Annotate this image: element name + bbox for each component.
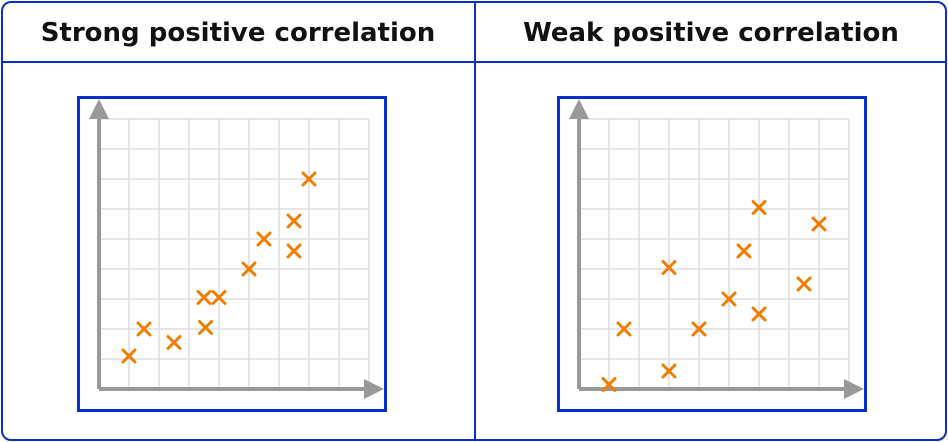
data-point-x-marker: [661, 363, 677, 379]
data-point-x-marker: [198, 320, 213, 335]
data-point-x-marker: [796, 276, 812, 292]
grid: [579, 118, 850, 389]
chart-title-strong: Strong positive correlation: [40, 18, 436, 48]
data-point-x-marker: [811, 216, 827, 232]
data-point-x-marker: [286, 213, 302, 229]
x-axis-arrow-icon: [364, 379, 384, 399]
scatter-plot-weak: [557, 96, 867, 412]
data-point-x-marker: [166, 335, 182, 350]
scatter-plot-strong: [77, 96, 387, 412]
data-point-x-marker: [751, 200, 767, 215]
data-point-x-marker: [196, 290, 212, 305]
data-point-x-marker: [211, 290, 227, 305]
data-point-x-marker: [616, 321, 632, 337]
data-point-x-marker: [751, 306, 767, 322]
scatter-svg-weak: [569, 99, 864, 399]
panel-divider-vertical: [474, 1, 476, 441]
header-divider: [1, 61, 947, 63]
data-point-x-marker: [301, 171, 317, 187]
chart-title-weak: Weak positive correlation: [523, 18, 899, 48]
data-point-x-marker: [121, 348, 137, 364]
data-point-x-marker: [736, 243, 752, 259]
data-point-x-marker: [256, 231, 272, 247]
y-axis-arrow-icon: [569, 99, 589, 119]
grid: [99, 118, 370, 389]
data-point-x-marker: [601, 377, 617, 392]
data-point-x-marker: [286, 243, 302, 259]
data-point-x-marker: [721, 291, 737, 307]
data-point-x-marker: [661, 260, 677, 275]
scatter-svg-strong: [89, 99, 384, 399]
data-point-x-marker: [136, 321, 152, 337]
data-point-x-marker: [691, 321, 707, 337]
data-point-x-marker: [241, 261, 257, 277]
y-axis-arrow-icon: [89, 99, 109, 119]
x-axis-arrow-icon: [844, 379, 864, 399]
